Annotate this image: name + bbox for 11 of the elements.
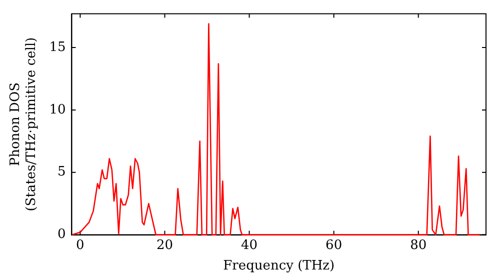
y-tick-label: 15 bbox=[49, 40, 66, 55]
x-tick-label: 60 bbox=[326, 238, 342, 253]
x-tick-label: 20 bbox=[156, 238, 174, 253]
x-axis-title: Frequency (THz) bbox=[223, 258, 335, 274]
y-tick-label: 5 bbox=[57, 164, 66, 180]
y-axis-title: Phonon DOS (States/THz·primitive cell) bbox=[8, 37, 39, 212]
x-tick-label: 80 bbox=[410, 238, 427, 253]
x-tick-label: 40 bbox=[241, 238, 258, 253]
y-tick-label: 10 bbox=[49, 102, 66, 118]
x-tick-label: 0 bbox=[76, 238, 84, 253]
y-tick-label: 0 bbox=[57, 227, 66, 242]
